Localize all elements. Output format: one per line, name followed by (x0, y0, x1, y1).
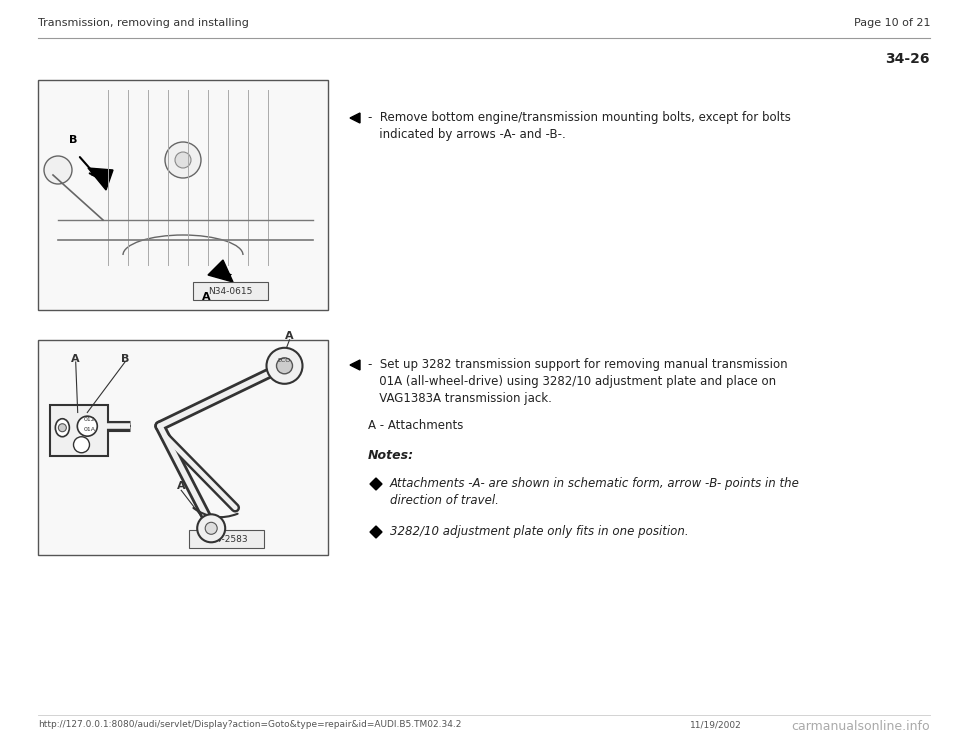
Text: carmanualsonline.info: carmanualsonline.info (791, 720, 930, 733)
Text: N34-0615: N34-0615 (208, 286, 252, 295)
Text: Attachments -A- are shown in schematic form, arrow -B- points in the: Attachments -A- are shown in schematic f… (390, 477, 800, 490)
Text: 3282/10 adjustment plate only fits in one position.: 3282/10 adjustment plate only fits in on… (390, 525, 688, 538)
Text: Page 10 of 21: Page 10 of 21 (853, 18, 930, 28)
Polygon shape (370, 526, 382, 538)
Text: http://127.0.0.1:8080/audi/servlet/Display?action=Goto&type=repair&id=AUDI.B5.TM: http://127.0.0.1:8080/audi/servlet/Displ… (38, 720, 462, 729)
Text: B: B (69, 135, 77, 145)
Text: indicated by arrows -A- and -B-.: indicated by arrows -A- and -B-. (368, 128, 565, 141)
Text: Transmission, removing and installing: Transmission, removing and installing (38, 18, 249, 28)
Bar (50, 404, 108, 456)
Text: ECO: ECO (277, 358, 291, 364)
Circle shape (165, 142, 201, 178)
Polygon shape (350, 360, 360, 370)
Text: A: A (177, 482, 185, 491)
Polygon shape (88, 168, 113, 190)
Text: 01A (all-wheel-drive) using 3282/10 adjustment plate and place on: 01A (all-wheel-drive) using 3282/10 adju… (368, 375, 776, 388)
Text: A - Attachments: A - Attachments (368, 419, 464, 432)
Bar (193, 282, 268, 300)
Circle shape (78, 416, 97, 436)
Circle shape (74, 437, 89, 453)
FancyArrowPatch shape (193, 508, 238, 517)
Bar (38, 80, 328, 310)
Text: A: A (71, 354, 80, 364)
Circle shape (175, 152, 191, 168)
Polygon shape (370, 478, 382, 490)
Text: direction of travel.: direction of travel. (390, 494, 499, 507)
Text: B: B (121, 354, 130, 364)
Text: -  Set up 3282 transmission support for removing manual transmission: - Set up 3282 transmission support for r… (368, 358, 787, 371)
Text: VAG1383A transmission jack.: VAG1383A transmission jack. (368, 392, 552, 405)
Text: A: A (285, 331, 294, 341)
Text: 11/19/2002: 11/19/2002 (690, 720, 742, 729)
Ellipse shape (56, 418, 69, 437)
Text: 012: 012 (84, 418, 95, 422)
Text: 01A: 01A (84, 427, 95, 432)
Text: 34-26: 34-26 (885, 52, 930, 66)
Polygon shape (350, 113, 360, 123)
Text: V34-2583: V34-2583 (204, 534, 248, 543)
Circle shape (59, 424, 66, 432)
Text: -  Remove bottom engine/transmission mounting bolts, except for bolts: - Remove bottom engine/transmission moun… (368, 111, 791, 124)
Text: A: A (202, 292, 210, 302)
Circle shape (276, 358, 293, 374)
Polygon shape (208, 260, 233, 282)
Text: Notes:: Notes: (368, 449, 414, 462)
Bar (189, 530, 264, 548)
Circle shape (44, 156, 72, 184)
Circle shape (205, 522, 217, 534)
Circle shape (197, 514, 226, 542)
Bar (38, 340, 328, 555)
Circle shape (267, 348, 302, 384)
